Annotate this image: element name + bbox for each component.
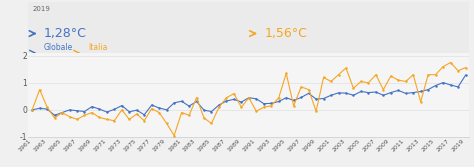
- Text: Globale: Globale: [44, 43, 73, 52]
- Text: Italia: Italia: [88, 43, 107, 52]
- Text: 1,56°C: 1,56°C: [264, 27, 307, 40]
- Text: 2019: 2019: [33, 6, 51, 12]
- Text: 1,28°C: 1,28°C: [44, 27, 87, 40]
